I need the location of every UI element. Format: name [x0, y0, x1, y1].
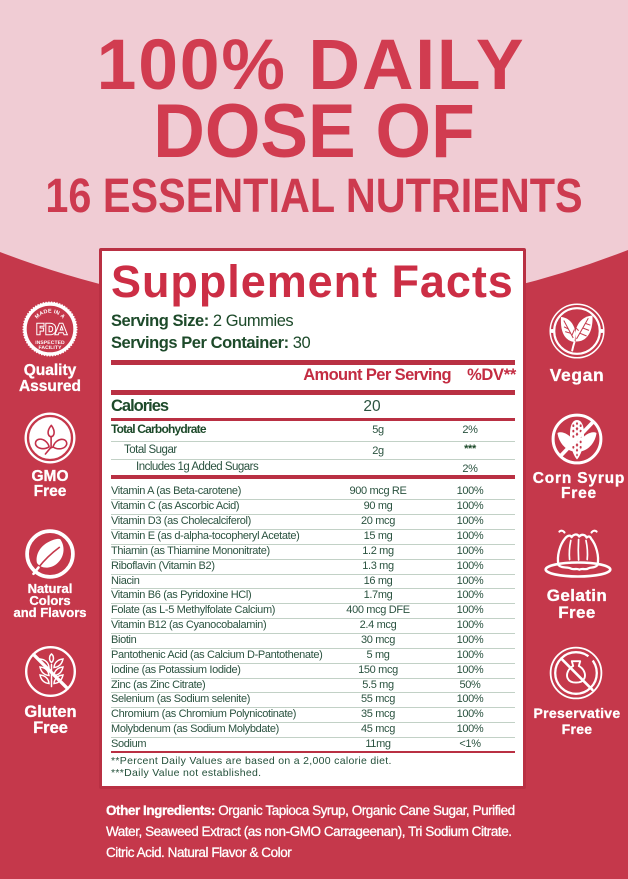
svg-text:INSPECTED: INSPECTED — [35, 340, 65, 346]
svg-text:MADE IN A: MADE IN A — [34, 309, 66, 321]
svg-text:FACILITY: FACILITY — [38, 345, 62, 351]
